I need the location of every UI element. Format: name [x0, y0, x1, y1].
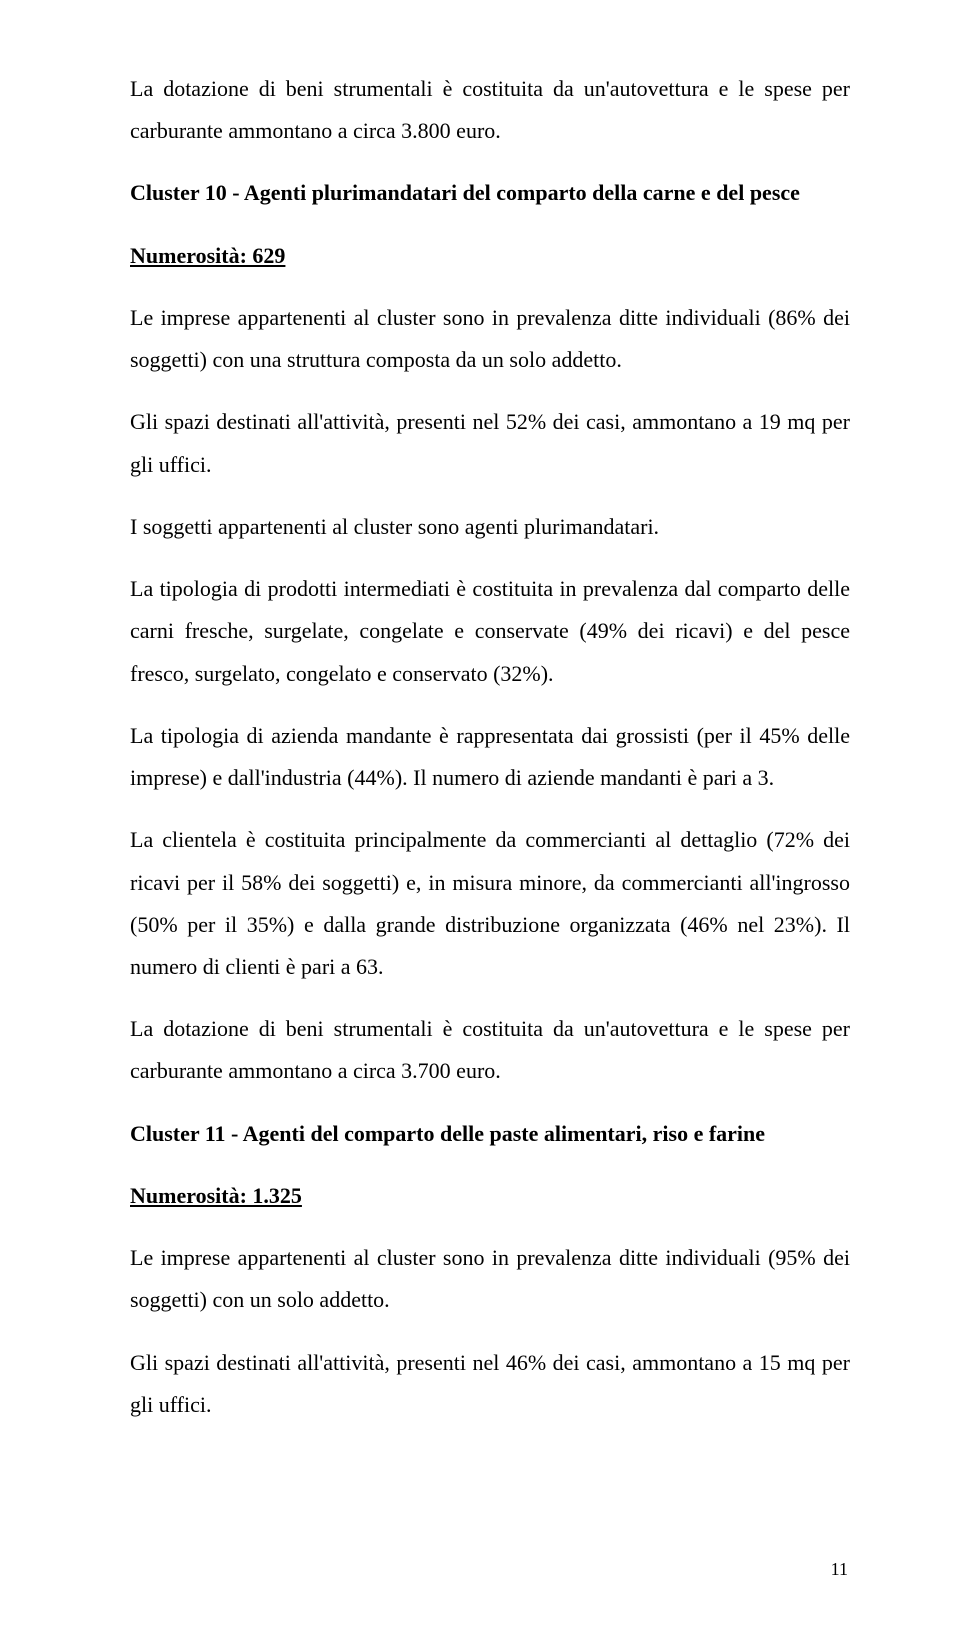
cluster11-numerosita: Numerosità: 1.325 — [130, 1175, 850, 1217]
document-page: La dotazione di beni strumentali è costi… — [0, 0, 960, 1632]
cluster10-title: Cluster 10 - Agenti plurimandatari del c… — [130, 172, 850, 214]
paragraph: Gli spazi destinati all'attività, presen… — [130, 1342, 850, 1426]
paragraph: Le imprese appartenenti al cluster sono … — [130, 297, 850, 381]
page-number: 11 — [831, 1559, 848, 1580]
paragraph: Gli spazi destinati all'attività, presen… — [130, 401, 850, 485]
paragraph: La dotazione di beni strumentali è costi… — [130, 68, 850, 152]
paragraph: Le imprese appartenenti al cluster sono … — [130, 1237, 850, 1321]
paragraph: I soggetti appartenenti al cluster sono … — [130, 506, 850, 548]
paragraph: La dotazione di beni strumentali è costi… — [130, 1008, 850, 1092]
paragraph: La tipologia di azienda mandante è rappr… — [130, 715, 850, 799]
paragraph: La clientela è costituita principalmente… — [130, 819, 850, 988]
cluster11-title: Cluster 11 - Agenti del comparto delle p… — [130, 1113, 850, 1155]
cluster10-numerosita: Numerosità: 629 — [130, 235, 850, 277]
paragraph: La tipologia di prodotti intermediati è … — [130, 568, 850, 695]
